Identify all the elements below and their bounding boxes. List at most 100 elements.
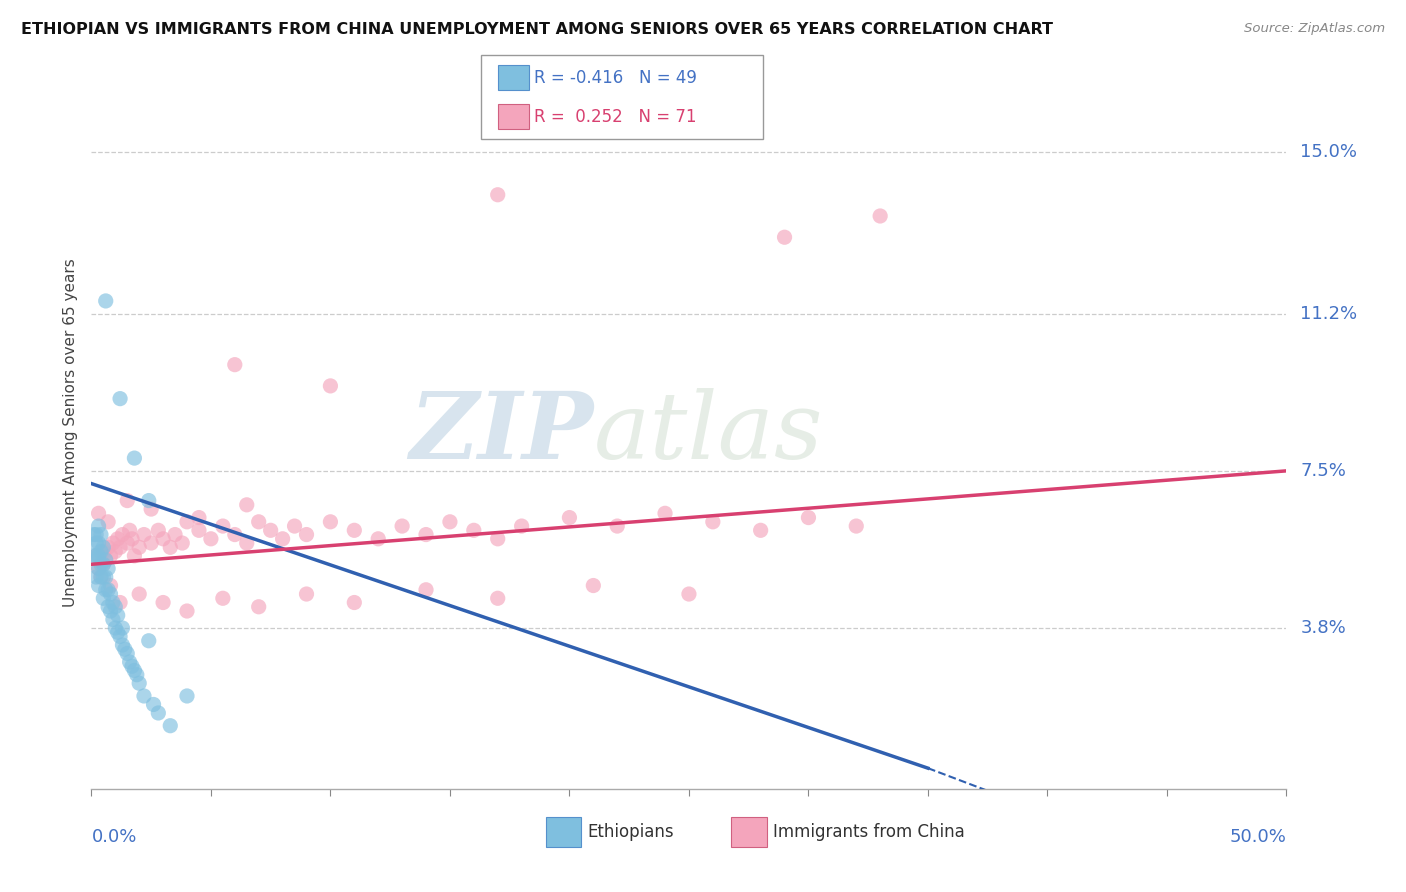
Point [94,553,117,567]
Point [97,541,120,555]
Point [176,604,198,618]
Point [224,527,246,541]
Point [211,591,233,606]
Point [391,519,413,533]
Point [271,532,294,546]
Point [138,633,160,648]
Point [90,558,112,572]
Point [94,553,117,567]
Point [87,578,110,592]
Point [83,549,105,563]
Point [108,541,131,555]
Point [100,578,122,592]
Text: Immigrants from China: Immigrants from China [772,822,965,840]
Point [128,541,150,555]
Point [93,541,114,555]
Point [108,392,131,406]
Text: 15.0%: 15.0% [1301,144,1357,161]
Point [415,582,437,597]
Point [152,595,174,609]
Point [152,532,174,546]
Text: 3.8%: 3.8% [1301,619,1346,637]
Point [163,527,186,541]
Text: ETHIOPIAN VS IMMIGRANTS FROM CHINA UNEMPLOYMENT AMONG SENIORS OVER 65 YEARS CORR: ETHIOPIAN VS IMMIGRANTS FROM CHINA UNEMP… [21,22,1053,37]
Point [107,608,129,623]
Point [343,524,366,538]
Text: 50.0%: 50.0% [1230,829,1286,847]
Bar [546,816,582,847]
Point [100,549,122,563]
Point [115,647,138,661]
Point [104,621,127,635]
Point [159,541,181,555]
Point [187,510,211,524]
Point [93,570,114,584]
Point [582,578,605,592]
Point [121,659,143,673]
Point [141,502,162,516]
Point [486,532,509,546]
Point [87,561,110,575]
Point [510,519,533,533]
Point [108,630,131,644]
Point [118,524,141,538]
Point [107,532,129,546]
Point [87,519,110,533]
Point [87,561,110,575]
Point [94,293,117,308]
Point [138,493,160,508]
Point [121,532,143,546]
Point [90,570,112,584]
Point [97,582,120,597]
Point [128,676,150,690]
Point [463,524,485,538]
Point [295,527,318,541]
Point [148,706,170,720]
Point [84,549,107,563]
Point [749,524,772,538]
Text: 0.0%: 0.0% [91,829,136,847]
Point [845,519,868,533]
Text: 11.2%: 11.2% [1301,305,1358,323]
Point [115,536,138,550]
Point [259,524,281,538]
Point [104,599,127,614]
Point [187,524,211,538]
Text: Ethiopians: Ethiopians [588,822,673,840]
Point [200,532,222,546]
Point [132,527,155,541]
Point [87,506,110,520]
Point [486,591,509,606]
Point [87,536,110,550]
Point [97,515,120,529]
Point [176,515,198,529]
Point [172,536,194,550]
Point [101,613,124,627]
Point [367,532,389,546]
Point [132,689,155,703]
Bar [731,816,766,847]
Text: atlas: atlas [593,388,823,477]
Point [104,544,127,558]
Point [128,587,150,601]
Point [124,451,146,466]
Point [108,595,131,609]
Point [125,667,148,681]
Point [83,527,105,541]
Point [97,561,120,575]
Point [93,558,114,572]
Text: R =  0.252   N = 71: R = 0.252 N = 71 [534,108,697,126]
Point [124,549,146,563]
Point [111,638,134,652]
Point [94,582,117,597]
Text: Source: ZipAtlas.com: Source: ZipAtlas.com [1244,22,1385,36]
Point [159,719,181,733]
Point [224,358,246,372]
Point [247,599,270,614]
Point [84,527,107,541]
Point [93,544,114,558]
Point [101,595,124,609]
Point [142,698,165,712]
Point [606,519,628,533]
Y-axis label: Unemployment Among Seniors over 65 years: Unemployment Among Seniors over 65 years [63,259,79,607]
